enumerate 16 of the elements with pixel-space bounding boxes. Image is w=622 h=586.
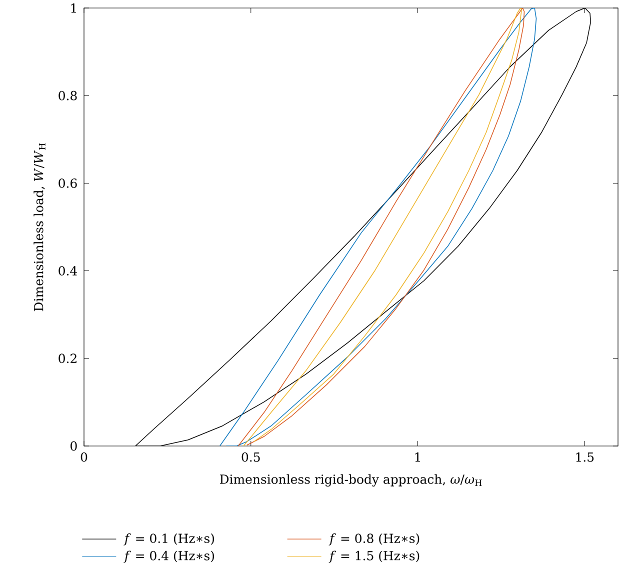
- legend-label: f = 1.5 (Hz∗s): [328, 550, 420, 563]
- x-tick-label: 0: [80, 452, 88, 462]
- y-tick-label: 1: [71, 3, 76, 13]
- y-tick-label: 0.2: [58, 354, 76, 364]
- legend-label: f = 0.1 (Hz∗s): [124, 533, 214, 546]
- y-tick-label: 0.6: [58, 178, 77, 188]
- legend-label: f = 0.8 (Hz∗s): [328, 533, 420, 546]
- x-axis-title: Dimensionless rigid-body approach, ω/ω$_{H}$: [220, 474, 482, 486]
- legend-label: f = 0.4 (Hz∗s): [124, 550, 214, 563]
- x-tick-label: 1.5: [576, 452, 594, 462]
- y-tick-label: 0: [70, 441, 77, 451]
- x-tick-label: 0.5: [242, 452, 260, 462]
- x-tick-label: 1: [415, 452, 420, 462]
- y-axis-title: Dimensionless load, W/W$_{H}$: [34, 143, 46, 312]
- y-tick-label: 0.8: [58, 90, 77, 100]
- y-tick-label: 0.4: [58, 266, 78, 276]
